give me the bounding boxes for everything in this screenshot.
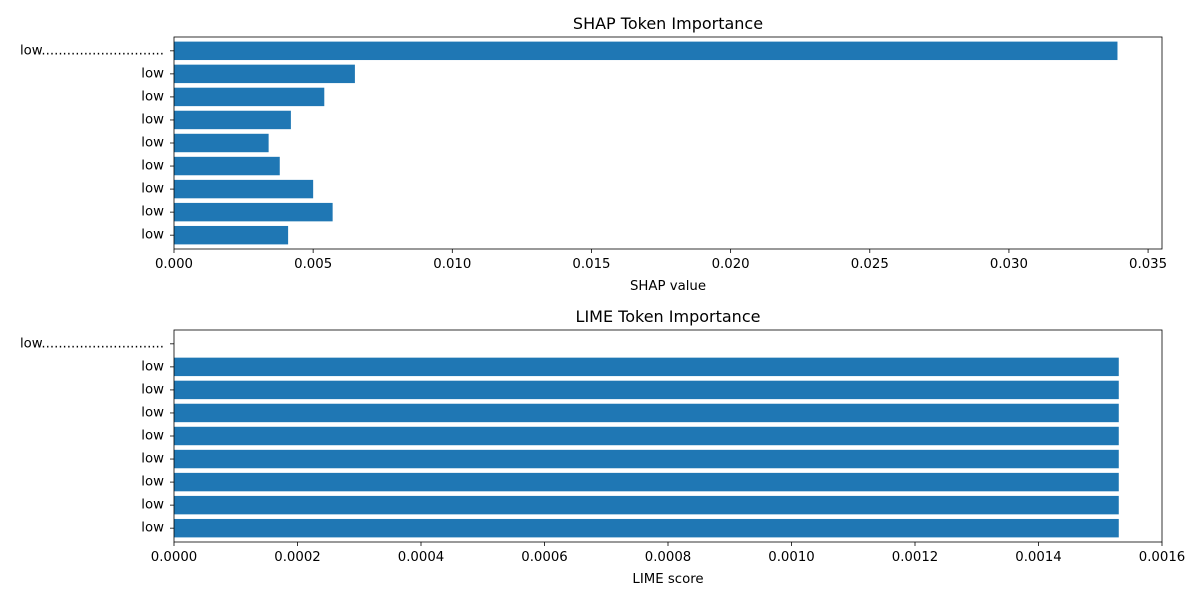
lime-bar bbox=[174, 357, 1119, 377]
shap-ytick-label: low............................. bbox=[20, 43, 164, 58]
shap-bar bbox=[174, 202, 333, 222]
lime-bar bbox=[174, 495, 1119, 515]
shap-chart-panel: low............................. low low lo… bbox=[20, 14, 1167, 294]
lime-bar bbox=[174, 472, 1119, 492]
shap-ytick-label: low bbox=[141, 182, 164, 197]
lime-ytick-label: low............................. bbox=[20, 336, 164, 351]
shap-x-axis-label: SHAP value bbox=[630, 279, 706, 294]
shap-bar bbox=[174, 156, 280, 176]
shap-xtick-label: 0.025 bbox=[851, 257, 889, 272]
lime-x-axis-label: LIME score bbox=[632, 572, 703, 587]
shap-ytick-label: low bbox=[141, 228, 164, 243]
lime-bar bbox=[174, 518, 1119, 538]
lime-ytick-label: low bbox=[141, 475, 164, 490]
lime-ytick-label: low bbox=[141, 498, 164, 513]
lime-bar bbox=[174, 380, 1119, 400]
shap-bar bbox=[174, 179, 314, 199]
shap-xtick-label: 0.005 bbox=[294, 257, 332, 272]
lime-xtick-label: 0.0012 bbox=[892, 550, 939, 565]
lime-bar bbox=[174, 403, 1119, 423]
shap-ytick-label: low bbox=[141, 112, 164, 127]
shap-chart-title: SHAP Token Importance bbox=[573, 14, 763, 33]
shap-bar bbox=[174, 64, 355, 84]
shap-ytick-label: low bbox=[141, 89, 164, 104]
lime-ytick-label: low bbox=[141, 429, 164, 444]
lime-xtick-label: 0.0002 bbox=[274, 550, 321, 565]
shap-axes-frame bbox=[173, 36, 1163, 250]
lime-xtick-label: 0.0008 bbox=[645, 550, 692, 565]
lime-ytick-label: low bbox=[141, 382, 164, 397]
shap-bar bbox=[174, 133, 269, 153]
lime-chart-panel: low............................. low low lo… bbox=[20, 307, 1185, 587]
shap-bar bbox=[174, 41, 1118, 61]
shap-bar bbox=[174, 87, 325, 107]
lime-xtick-label: 0.0010 bbox=[768, 550, 815, 565]
shap-bar bbox=[174, 110, 291, 130]
lime-ytick-label: low bbox=[141, 359, 164, 374]
shap-xtick-label: 0.010 bbox=[433, 257, 471, 272]
shap-ytick-label: low bbox=[141, 136, 164, 151]
shap-ytick-label: low bbox=[141, 205, 164, 220]
lime-xtick-label: 0.0014 bbox=[1015, 550, 1062, 565]
shap-xtick-label: 0.020 bbox=[712, 257, 750, 272]
shap-ytick-label: low bbox=[141, 66, 164, 81]
lime-xtick-label: 0.0004 bbox=[398, 550, 445, 565]
lime-chart-title: LIME Token Importance bbox=[576, 307, 761, 326]
lime-ytick-label: low bbox=[141, 405, 164, 420]
shap-xtick-label: 0.015 bbox=[572, 257, 610, 272]
shap-xtick-label: 0.030 bbox=[990, 257, 1028, 272]
shap-ytick-label: low bbox=[141, 159, 164, 174]
lime-xtick-label: 0.0000 bbox=[151, 550, 198, 565]
lime-ytick-label: low bbox=[141, 521, 164, 536]
shap-xtick-label: 0.035 bbox=[1129, 257, 1167, 272]
lime-bar bbox=[174, 426, 1119, 446]
lime-xtick-label: 0.0016 bbox=[1139, 550, 1186, 565]
lime-xtick-label: 0.0006 bbox=[521, 550, 568, 565]
lime-bar bbox=[174, 449, 1119, 469]
shap-xtick-label: 0.000 bbox=[155, 257, 193, 272]
shap-bar bbox=[174, 225, 289, 245]
lime-ytick-label: low bbox=[141, 452, 164, 467]
